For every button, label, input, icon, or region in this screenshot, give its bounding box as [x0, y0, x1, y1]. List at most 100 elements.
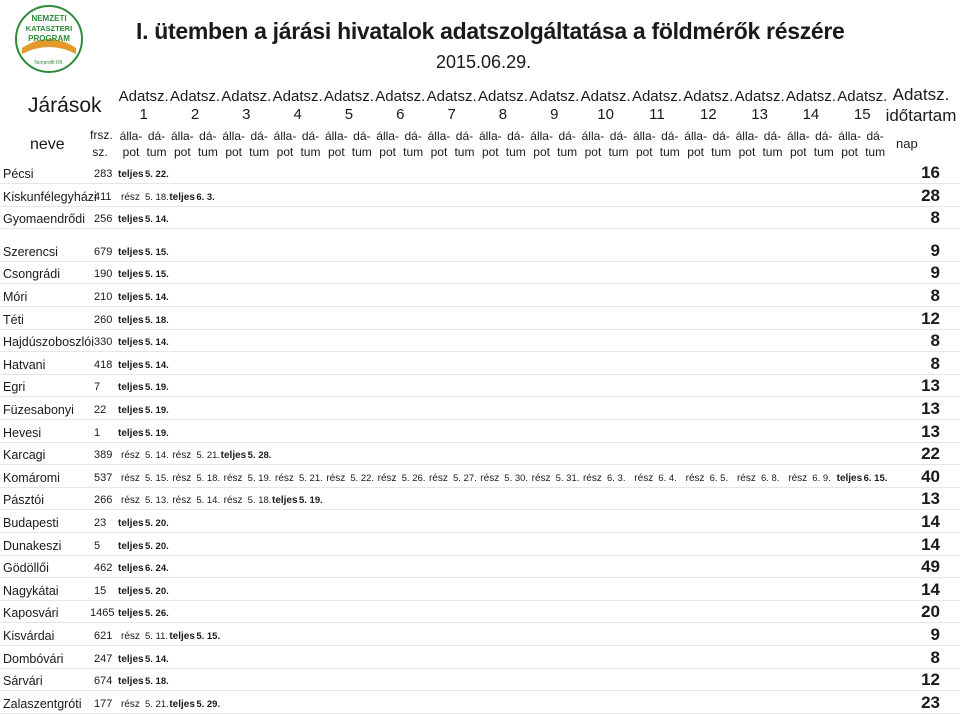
header-datum-line2: tum: [711, 145, 732, 159]
row-date: 5. 19.: [145, 405, 169, 416]
header-adatsz: Adatsz.: [734, 88, 785, 105]
row-status: rész: [634, 472, 654, 484]
row-status: teljes: [118, 314, 144, 326]
row-status: teljes: [118, 518, 144, 529]
row-status: rész: [428, 472, 448, 484]
row-divider: [0, 396, 960, 398]
row-frsz: 283: [94, 168, 113, 180]
header-allapot-line1: álla-: [170, 129, 194, 143]
row-status: teljes: [118, 585, 144, 597]
header-adatsz: Adatsz.: [323, 88, 374, 105]
row-name: Egri: [3, 380, 26, 395]
header-adatsz-num: 4: [293, 106, 302, 123]
row-duration: 8: [930, 331, 940, 351]
row-frsz: 15: [94, 584, 107, 597]
row-status: rész: [121, 698, 140, 710]
row-status: teljes: [169, 631, 195, 642]
row-name: Zalaszentgróti: [3, 696, 82, 711]
row-frsz: 674: [94, 675, 113, 688]
row-date: 5. 30.: [504, 472, 529, 484]
header-adatsz-num: 1: [139, 106, 148, 123]
row-status: rész: [172, 495, 192, 507]
row-status: teljes: [118, 292, 144, 303]
row-status: rész: [685, 472, 705, 484]
row-date: 5. 18.: [196, 472, 221, 484]
row-duration: 13: [921, 489, 940, 509]
header-datum-line1: dá-: [250, 129, 268, 143]
row-date: 6. 15.: [863, 472, 888, 484]
row-divider: [0, 306, 960, 307]
row-date: 5. 18.: [145, 676, 169, 688]
row-name: Füzesabonyi: [3, 403, 74, 417]
row-date: 5. 14.: [145, 292, 169, 303]
row-date: 5. 18.: [247, 495, 272, 507]
header-adatsz-num: 5: [344, 106, 354, 123]
header-allapot-line1: álla-: [735, 129, 759, 143]
header-adatsz: Adatsz.: [221, 88, 272, 105]
header-datum-line2: tum: [865, 145, 886, 159]
header-datum-line2: tum: [762, 145, 783, 159]
row-name: Dombóvári: [3, 651, 64, 666]
header-datum-line2: tum: [351, 145, 372, 159]
row-date: 5. 14.: [145, 214, 169, 226]
row-divider: [0, 260, 960, 262]
row-date: 5. 29.: [196, 698, 221, 710]
nkp-logo: NEMZETI KATASZTERI PROGRAM Nonprofit Kft…: [14, 4, 84, 74]
row-name: Nagykátai: [3, 583, 59, 598]
header-datum-line1: dá-: [199, 129, 217, 143]
row-divider: [0, 373, 960, 375]
row-date: 6. 3.: [606, 472, 626, 484]
row-date: 5. 21.: [145, 698, 169, 710]
row-name: Gödöllői: [3, 561, 49, 576]
row-divider: [0, 645, 960, 646]
row-frsz: 418: [94, 358, 113, 371]
row-date: 5. 15.: [145, 269, 169, 281]
header-allapot-line2: pot: [584, 145, 602, 159]
row-name: Hevesi: [3, 425, 42, 440]
header-allapot-line1: álla-: [684, 129, 707, 143]
row-name: Dunakeszi: [3, 538, 62, 553]
header-allapot-line2: pot: [533, 145, 550, 159]
row-status: teljes: [118, 169, 144, 180]
header-datum-line1: dá-: [712, 129, 730, 143]
header-allapot-line1: álla-: [222, 129, 245, 143]
header-idotartam: Adatsz. időtartam: [883, 84, 959, 126]
row-divider: [0, 667, 960, 669]
row-name: Móri: [3, 290, 28, 304]
header-datum-line1: dá-: [507, 129, 525, 143]
row-frsz: 22: [94, 404, 107, 416]
header-allapot-line1: álla-: [427, 129, 451, 143]
header-allapot-line1: álla-: [530, 129, 553, 143]
row-status: teljes: [118, 563, 144, 575]
row-date: 6. 24.: [145, 563, 169, 575]
row-status: rész: [121, 450, 140, 462]
row-date: 5. 31.: [555, 472, 580, 484]
header-adatsz-num: 3: [242, 106, 251, 123]
row-duration: 14: [921, 512, 940, 531]
row-date: 5. 19.: [145, 382, 169, 394]
header-datum-line2: tum: [557, 145, 578, 159]
row-duration: 13: [921, 399, 940, 418]
header-allapot-line1: álla-: [376, 129, 399, 143]
row-date: 5. 19.: [298, 495, 323, 507]
row-date: 5. 27.: [452, 472, 477, 484]
header-idotartam-line1: Adatsz.: [892, 85, 950, 104]
row-status: teljes: [271, 495, 298, 507]
row-frsz: 247: [94, 652, 113, 665]
row-date: 6. 5.: [709, 472, 729, 484]
header-datum-line1: dá-: [558, 129, 576, 143]
row-status: teljes: [118, 382, 144, 394]
header-adatsz-num: 12: [699, 106, 717, 123]
row-status: teljes: [118, 427, 144, 439]
header-allapot-line1: álla-: [273, 129, 297, 143]
row-status: rész: [172, 450, 192, 462]
header-datum-line1: dá-: [455, 129, 474, 143]
header-datum-line1: dá-: [301, 129, 320, 143]
header-adatsz: Adatsz.: [837, 88, 888, 105]
header-datum-line1: dá-: [815, 129, 833, 143]
logo-line4: Nonprofit Kft.: [34, 60, 63, 66]
row-name: Budapesti: [3, 516, 59, 530]
header-allapot-line1: álla-: [324, 129, 348, 143]
row-status: teljes: [118, 676, 144, 688]
header-frsz-line2: sz.: [92, 145, 108, 159]
